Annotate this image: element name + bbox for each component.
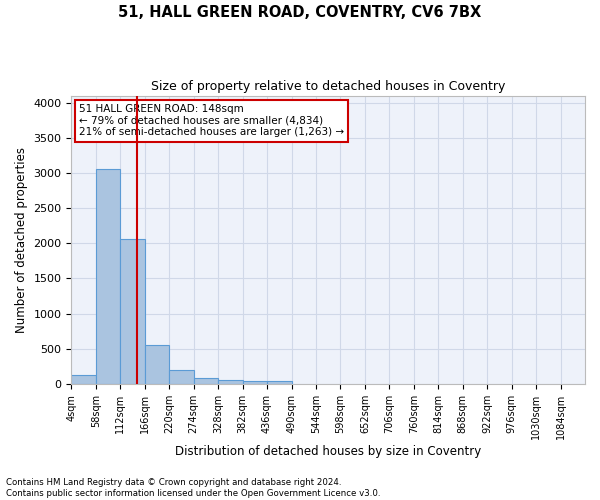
Bar [267,381,292,384]
Bar [96,168,121,384]
Y-axis label: Number of detached properties: Number of detached properties [15,147,28,333]
X-axis label: Distribution of detached houses by size in Coventry: Distribution of detached houses by size … [175,444,481,458]
Text: 51 HALL GREEN ROAD: 148sqm
← 79% of detached houses are smaller (4,834)
21% of s: 51 HALL GREEN ROAD: 148sqm ← 79% of deta… [79,104,344,138]
Bar [242,381,267,384]
Bar [194,378,218,384]
Title: Size of property relative to detached houses in Coventry: Size of property relative to detached ho… [151,80,505,93]
Text: 51, HALL GREEN ROAD, COVENTRY, CV6 7BX: 51, HALL GREEN ROAD, COVENTRY, CV6 7BX [118,5,482,20]
Bar [169,370,194,384]
Bar [121,239,145,384]
Bar [71,375,96,384]
Bar [218,380,242,384]
Text: Contains HM Land Registry data © Crown copyright and database right 2024.
Contai: Contains HM Land Registry data © Crown c… [6,478,380,498]
Bar [145,344,169,384]
